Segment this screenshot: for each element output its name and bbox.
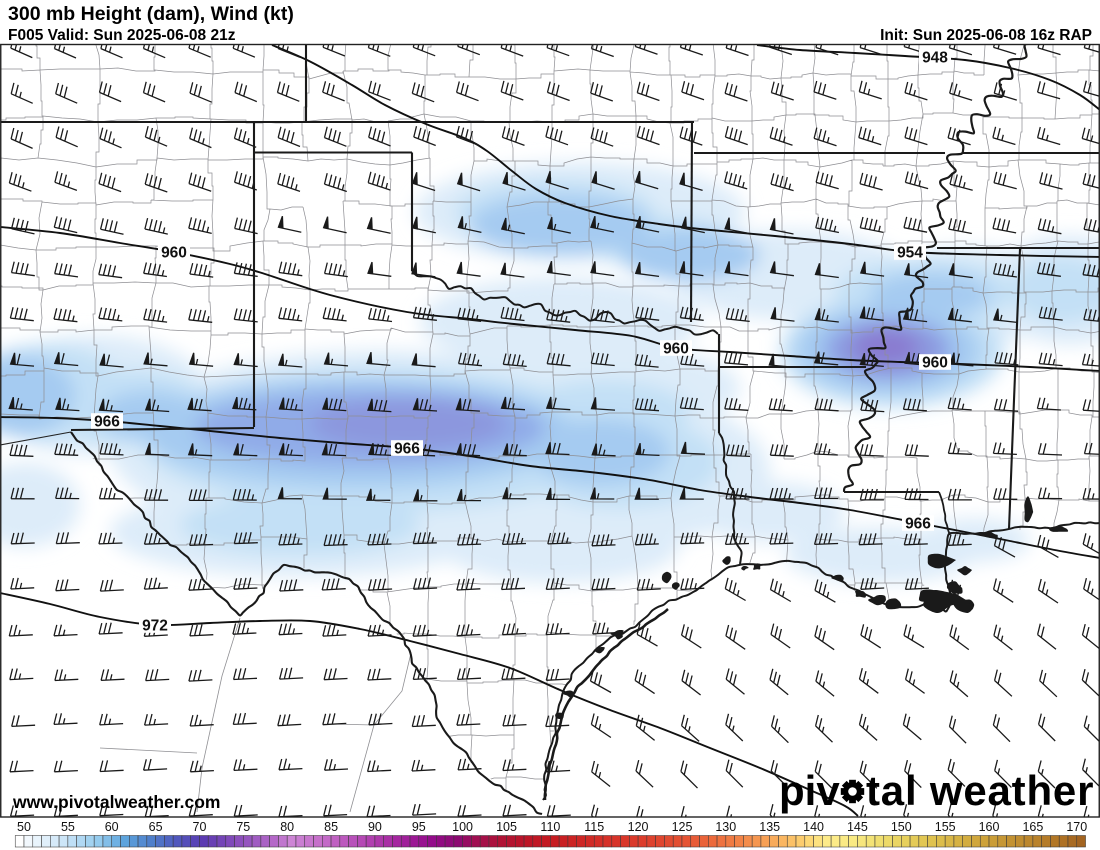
svg-text:135: 135 (759, 820, 780, 834)
svg-text:300 mb Height (dam), Wind (kt): 300 mb Height (dam), Wind (kt) (8, 3, 294, 25)
svg-text:www.pivotalweather.com: www.pivotalweather.com (12, 792, 220, 812)
svg-text:110: 110 (540, 820, 560, 834)
svg-text:140: 140 (803, 820, 824, 834)
svg-text:75: 75 (236, 820, 250, 834)
svg-text:80: 80 (280, 820, 294, 834)
svg-text:960: 960 (922, 355, 948, 372)
svg-text:F005 Valid: Sun 2025-06-08 21z: F005 Valid: Sun 2025-06-08 21z (8, 27, 236, 44)
svg-text:70: 70 (193, 820, 207, 834)
svg-text:tal weather: tal weather (866, 767, 1094, 814)
svg-text:954: 954 (897, 245, 923, 262)
svg-text:130: 130 (715, 820, 736, 834)
svg-text:90: 90 (368, 820, 382, 834)
svg-text:966: 966 (905, 516, 931, 533)
svg-text:160: 160 (979, 820, 1000, 834)
svg-text:50: 50 (17, 820, 31, 834)
svg-text:966: 966 (94, 414, 120, 431)
svg-text:Init: Sun 2025-06-08 16z RAP: Init: Sun 2025-06-08 16z RAP (880, 27, 1092, 44)
svg-text:972: 972 (142, 618, 168, 635)
svg-text:100: 100 (452, 820, 473, 834)
svg-text:170: 170 (1066, 820, 1087, 834)
svg-text:150: 150 (891, 820, 912, 834)
svg-text:85: 85 (324, 820, 338, 834)
svg-text:55: 55 (61, 820, 75, 834)
svg-text:165: 165 (1022, 820, 1043, 834)
svg-text:966: 966 (394, 441, 420, 458)
svg-text:105: 105 (496, 820, 517, 834)
svg-text:piv: piv (779, 767, 840, 814)
svg-text:115: 115 (584, 820, 604, 834)
svg-text:145: 145 (847, 820, 868, 834)
svg-text:960: 960 (161, 245, 187, 262)
svg-text:155: 155 (935, 820, 956, 834)
svg-text:60: 60 (105, 820, 119, 834)
svg-text:95: 95 (412, 820, 426, 834)
svg-text:65: 65 (149, 820, 163, 834)
svg-text:125: 125 (672, 820, 693, 834)
svg-text:120: 120 (628, 820, 649, 834)
svg-text:948: 948 (922, 50, 948, 67)
svg-text:960: 960 (663, 341, 689, 358)
